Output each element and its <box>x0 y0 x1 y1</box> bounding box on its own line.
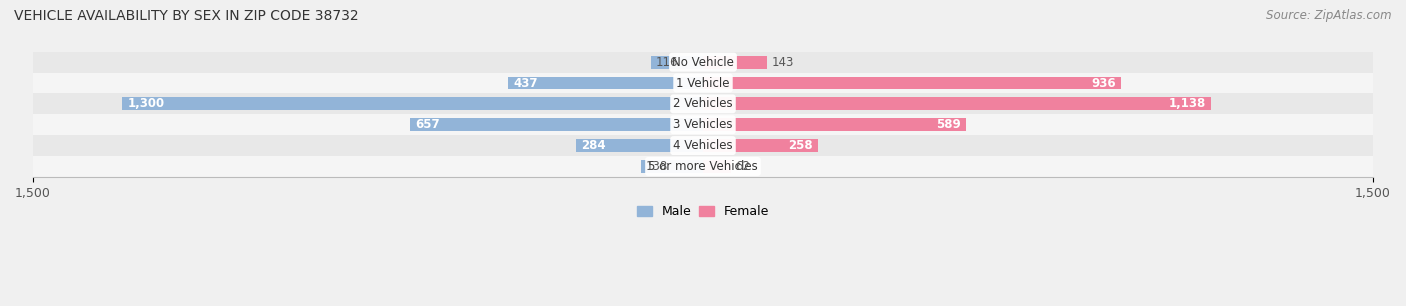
Bar <box>32 156 1374 177</box>
Bar <box>32 73 1374 93</box>
Bar <box>703 76 1121 89</box>
Text: 1,300: 1,300 <box>128 97 165 110</box>
Text: 936: 936 <box>1091 76 1116 90</box>
Bar <box>703 97 1212 110</box>
Text: VEHICLE AVAILABILITY BY SEX IN ZIP CODE 38732: VEHICLE AVAILABILITY BY SEX IN ZIP CODE … <box>14 9 359 23</box>
Bar <box>703 139 818 152</box>
Text: 284: 284 <box>582 139 606 152</box>
Text: 437: 437 <box>513 76 537 90</box>
Bar <box>651 56 703 69</box>
Legend: Male, Female: Male, Female <box>631 200 775 223</box>
Bar <box>703 118 966 131</box>
Text: 258: 258 <box>789 139 813 152</box>
Bar <box>32 135 1374 156</box>
Text: Source: ZipAtlas.com: Source: ZipAtlas.com <box>1267 9 1392 22</box>
Bar <box>576 139 703 152</box>
Bar <box>122 97 703 110</box>
Bar <box>703 160 731 173</box>
Bar <box>32 114 1374 135</box>
Text: 1,138: 1,138 <box>1168 97 1206 110</box>
Text: 657: 657 <box>415 118 440 131</box>
Text: 138: 138 <box>645 160 668 173</box>
Text: 1 Vehicle: 1 Vehicle <box>676 76 730 90</box>
Text: 62: 62 <box>735 160 751 173</box>
Text: 116: 116 <box>655 56 678 69</box>
Bar <box>409 118 703 131</box>
Text: 2 Vehicles: 2 Vehicles <box>673 97 733 110</box>
Text: 5 or more Vehicles: 5 or more Vehicles <box>648 160 758 173</box>
Bar <box>641 160 703 173</box>
Text: No Vehicle: No Vehicle <box>672 56 734 69</box>
Bar <box>703 56 766 69</box>
Bar <box>32 93 1374 114</box>
Text: 589: 589 <box>936 118 960 131</box>
Text: 4 Vehicles: 4 Vehicles <box>673 139 733 152</box>
Text: 3 Vehicles: 3 Vehicles <box>673 118 733 131</box>
Text: 143: 143 <box>772 56 794 69</box>
Bar <box>508 76 703 89</box>
Bar <box>32 52 1374 73</box>
